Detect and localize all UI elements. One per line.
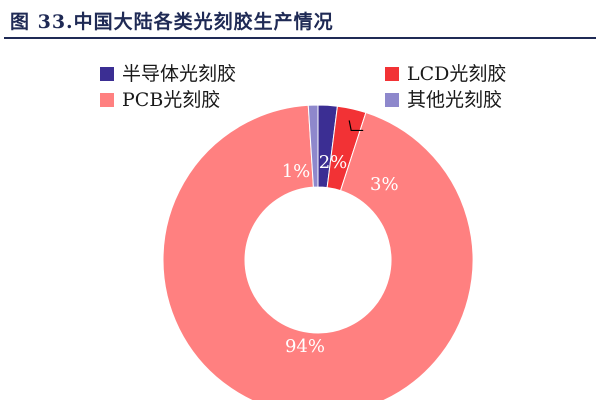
legend-item-lcd: LCD光刻胶 [385,63,506,85]
title-divider [4,37,596,39]
leader-line-lcd [348,120,364,132]
legend-swatch-pcb [100,93,114,107]
legend-swatch-semiconductor [100,67,114,81]
legend-label-semiconductor: 半导体光刻胶 [122,63,237,85]
legend-item-other: 其他光刻胶 [385,89,502,111]
legend-item-pcb: PCB光刻胶 [100,89,220,111]
data-label-lcd: 3% [370,174,399,195]
donut-slice-pcb [162,104,474,400]
data-label-other: 1% [282,161,311,182]
chart-title: 图 33.中国大陆各类光刻胶生产情况 [10,11,334,33]
data-label-pcb: 94% [285,336,325,357]
data-label-semiconductor: 2% [319,152,348,173]
legend-label-pcb: PCB光刻胶 [122,89,221,111]
legend-swatch-other [385,93,399,107]
legend-label-other: 其他光刻胶 [407,89,503,111]
legend-swatch-lcd [385,67,399,81]
donut-slice-other [307,104,319,188]
legend-label-lcd: LCD光刻胶 [407,63,507,85]
legend-item-semiconductor: 半导体光刻胶 [100,63,236,85]
